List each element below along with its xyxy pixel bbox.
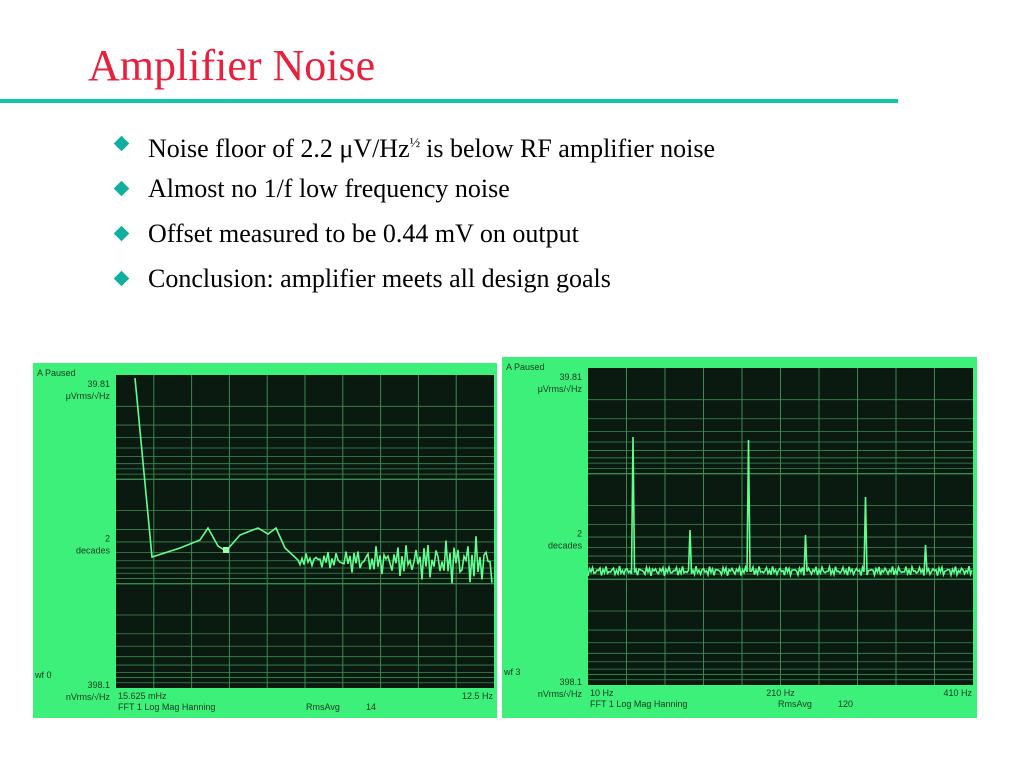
bullet-list: Noise floor of 2.2 μV/Hz½ is below RF amp…: [110, 124, 715, 304]
bullet: Noise floor of 2.2 μV/Hz½ is below RF amp…: [110, 124, 715, 169]
bullet: Conclusion: amplifier meets all design g…: [110, 259, 715, 304]
screen-label: wf 0: [34, 670, 52, 680]
screen-label: 410 Hz: [943, 688, 972, 698]
screen-label: 2: [105, 534, 110, 544]
screen-label: 15.625 mHz: [118, 691, 167, 701]
bullet-text: Noise floor of 2.2 μV/Hz: [148, 134, 410, 163]
screen-label: 14: [366, 702, 376, 712]
screen-label: μVrms/√Hz: [538, 384, 583, 394]
bullet-text: Conclusion: amplifier meets all design g…: [148, 264, 611, 293]
screen-label: wf 3: [503, 667, 521, 677]
screen-label: A Paused: [37, 368, 76, 378]
screen-label: RmsAvg: [778, 699, 812, 709]
screen-label: 39.81: [559, 372, 582, 382]
screen-label: decades: [76, 546, 111, 556]
screen-label: nVrms/√Hz: [538, 689, 583, 699]
screen-label: 120: [838, 699, 853, 709]
slide-title: Amplifier Noise: [88, 41, 376, 90]
screen-label: nVrms/√Hz: [66, 692, 111, 702]
screen-label: 10 Hz: [590, 688, 614, 698]
screen-label: 39.81: [87, 379, 110, 389]
bullet: Almost no 1/f low frequency noise: [110, 169, 715, 214]
screen-label: 2: [577, 529, 582, 539]
screen-label: μVrms/√Hz: [66, 391, 111, 401]
screen-label: 398.1: [559, 677, 582, 687]
screen-label: A Paused: [506, 362, 545, 372]
bullet-text: Offset measured to be 0.44 mV on output: [148, 219, 579, 248]
bullet-text: is below RF amplifier noise: [426, 134, 715, 163]
screen-label: FFT 1 Log Mag Hanning: [590, 699, 687, 709]
trace: [134, 377, 493, 584]
screen-label: FFT 1 Log Mag Hanning: [118, 702, 215, 712]
bullet-text: Almost no 1/f low frequency noise: [148, 174, 510, 203]
screen-label: 12.5 Hz: [462, 691, 494, 701]
bullet: Offset measured to be 0.44 mV on output: [110, 214, 715, 259]
title-rule: [0, 99, 898, 103]
trace: [587, 436, 973, 579]
marker: [223, 547, 229, 553]
screen-label: decades: [548, 541, 583, 551]
screen-label: RmsAvg: [306, 702, 340, 712]
screen-label: 210 Hz: [766, 688, 795, 698]
screen-label: 398.1: [87, 680, 110, 690]
superscript: ½: [409, 136, 421, 151]
